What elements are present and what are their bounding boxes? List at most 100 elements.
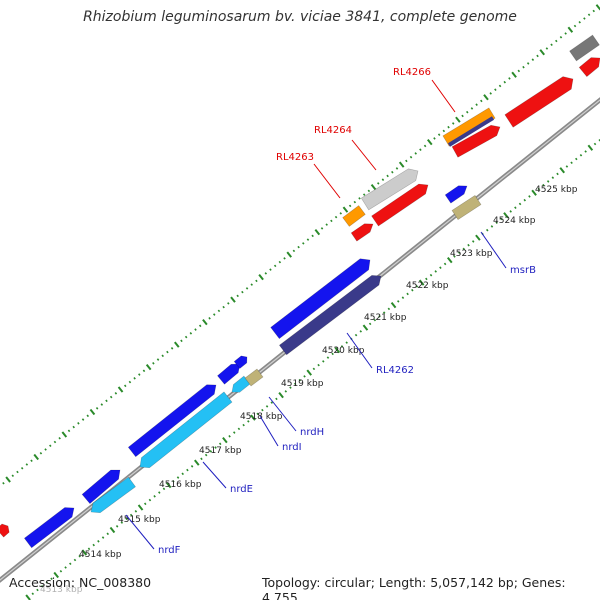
outer-tick-mark — [30, 459, 33, 463]
outer-tick-mark — [414, 152, 417, 155]
gene-arrow-blue — [127, 384, 217, 458]
outer-tick-mark — [353, 200, 357, 204]
inner-tick-mark — [443, 262, 447, 266]
outer-tick-mark — [109, 395, 113, 399]
inner-tick-mark — [387, 307, 391, 311]
kbp-tick-label: 4521 kbp — [364, 313, 407, 323]
outer-tick-mark — [273, 264, 277, 268]
inner-tick-mark — [209, 450, 213, 453]
outer-tick-mark — [250, 283, 253, 286]
outer-tick-mark — [306, 238, 310, 241]
inner-tick-mark — [261, 408, 264, 412]
inner-tick-mark — [495, 221, 498, 224]
outer-tick-mark — [381, 178, 385, 181]
inner-tick-mark — [509, 210, 512, 213]
outer-tick-mark — [573, 24, 577, 28]
inner-tick-mark — [354, 333, 358, 337]
outer-tick-mark — [302, 242, 305, 245]
outer-tick-mark — [128, 380, 132, 384]
outer-tick-mark — [442, 129, 446, 133]
gene-label-rl4264: RL4264 — [314, 125, 352, 136]
inner-tick-mark — [322, 360, 325, 363]
inner-tick-mark — [25, 594, 31, 600]
inner-tick-mark — [289, 386, 292, 389]
gene-leader-line — [480, 231, 507, 269]
inner-tick-mark — [434, 270, 437, 273]
inner-tick-mark — [247, 420, 250, 423]
outer-tick-mark — [531, 58, 535, 61]
outer-tick-mark — [145, 363, 152, 371]
outer-tick-mark — [595, 4, 600, 11]
inner-tick-mark — [222, 436, 228, 444]
outer-tick-mark — [11, 474, 15, 478]
inner-tick-mark — [378, 315, 381, 318]
outer-tick-mark — [470, 107, 474, 110]
inner-tick-mark — [143, 502, 147, 506]
outer-tick-mark — [39, 451, 43, 455]
inner-tick-mark — [518, 202, 522, 206]
inner-tick-mark — [106, 532, 110, 536]
outer-tick-mark — [483, 94, 489, 101]
gene-label-nrdh: nrdH — [300, 427, 324, 438]
outer-tick-mark — [358, 197, 361, 200]
gene-arrow-red — [371, 183, 429, 227]
outer-tick-mark — [286, 251, 293, 258]
gene-leader-line — [268, 396, 297, 432]
outer-tick-mark — [208, 317, 211, 320]
inner-tick-mark — [162, 487, 166, 491]
outer-tick-mark — [325, 223, 328, 226]
inner-tick-mark — [312, 367, 316, 371]
inner-tick-mark — [153, 495, 156, 498]
inner-tick-mark — [242, 423, 245, 427]
inner-tick-mark — [181, 472, 184, 476]
outer-tick-mark — [536, 54, 539, 58]
outer-tick-mark — [539, 49, 546, 56]
inner-tick-mark — [565, 165, 569, 168]
gene-arrow-red — [451, 124, 501, 158]
inner-tick-mark — [120, 521, 124, 524]
inner-tick-mark — [345, 341, 348, 344]
outer-tick-mark — [526, 62, 530, 65]
outer-tick-mark — [592, 9, 596, 13]
gene-arrow-blue — [81, 469, 121, 505]
inner-tick-mark — [475, 234, 481, 241]
outer-tick-mark — [133, 377, 136, 380]
kbp-tick-label: 4513 kbp — [40, 585, 83, 595]
inner-tick-mark — [579, 153, 583, 157]
gene-arrow-blue — [233, 355, 248, 369]
outer-tick-mark — [255, 279, 258, 283]
inner-tick-mark — [457, 251, 461, 254]
inner-tick-mark — [69, 562, 72, 566]
inner-tick-mark — [109, 526, 116, 534]
inner-tick-mark — [64, 566, 67, 569]
outer-tick-mark — [117, 386, 124, 393]
outer-tick-mark — [339, 212, 343, 215]
outer-tick-mark — [330, 219, 333, 223]
inner-tick-mark — [411, 288, 414, 292]
kbp-tick-label: 4518 kbp — [240, 412, 283, 422]
kbp-tick-label: 4522 kbp — [406, 281, 449, 291]
gene-leader-line — [313, 163, 341, 199]
outer-tick-mark — [156, 358, 160, 361]
outer-tick-mark — [61, 431, 68, 438]
gene-leader-line — [351, 139, 377, 171]
inner-tick-mark — [334, 347, 341, 354]
outer-tick-mark — [227, 302, 230, 305]
inner-tick-mark — [134, 510, 138, 513]
inner-tick-mark — [447, 257, 453, 264]
outer-tick-mark — [53, 440, 57, 444]
inner-tick-mark — [528, 195, 531, 198]
outer-tick-mark — [258, 273, 264, 281]
inner-tick-mark — [471, 240, 475, 243]
inner-tick-mark — [317, 363, 320, 367]
outer-tick-mark — [320, 227, 324, 230]
kbp-tick-label: 4519 kbp — [281, 379, 324, 389]
outer-tick-mark — [550, 43, 553, 47]
outer-tick-mark — [508, 77, 511, 80]
outer-tick-mark — [292, 249, 296, 253]
map-title: Rhizobium leguminosarum bv. viciae 3841,… — [83, 9, 517, 25]
outer-tick-mark — [123, 384, 127, 388]
outer-tick-mark — [503, 80, 506, 84]
outer-tick-mark — [72, 425, 75, 429]
